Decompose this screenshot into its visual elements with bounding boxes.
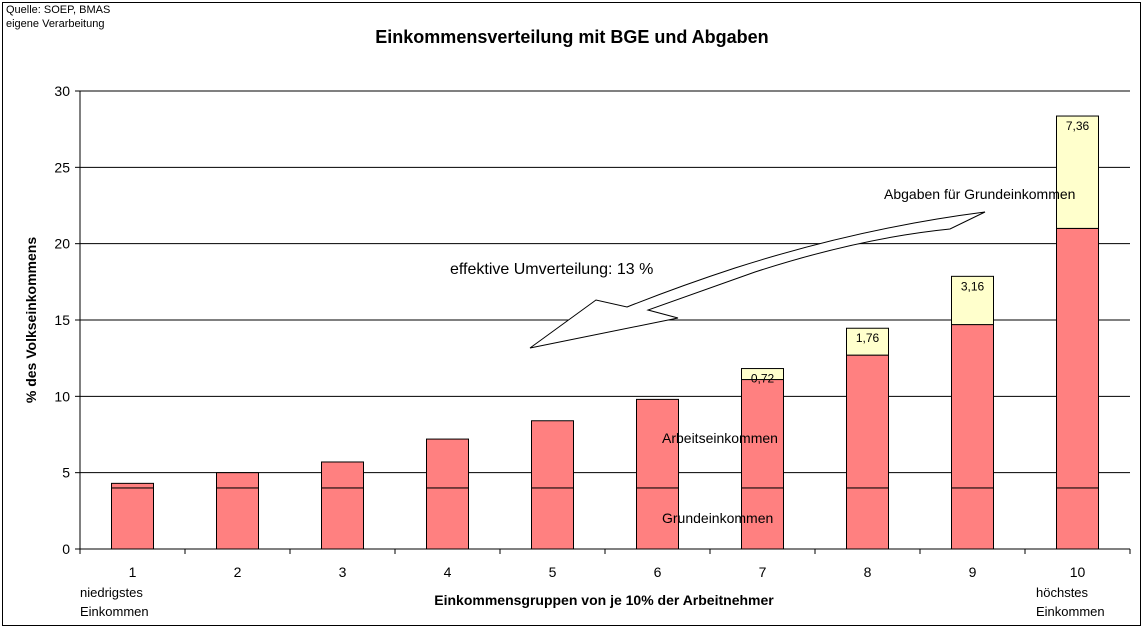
bar-grundeinkommen [531,487,574,550]
annotation-tax-label: Abgaben für Grundeinkommen [884,186,1075,202]
bar-arbeitseinkommen [111,482,154,489]
bar-arbeitseinkommen [426,438,469,489]
redistribution-arrow [529,211,986,349]
y-tick-label: 20 [54,236,70,252]
y-tick-label: 10 [54,388,70,404]
bar-arbeitseinkommen [216,472,259,489]
data-label: 1,76 [856,331,880,345]
bar-arbeitseinkommen [951,324,994,489]
x-tick-label: 3 [339,564,347,580]
source-note-line-1: Quelle: SOEP, BMAS [6,4,111,16]
x-tick-label: 1 [129,564,137,580]
annotation-redistribution: effektive Umverteilung: 13 % [450,261,653,278]
x-axis-label: Einkommensgruppen von je 10% der Arbeitn… [434,592,774,608]
annotation-basic-label: Grundeinkommen [662,510,773,526]
x-tick-label: 5 [549,564,557,580]
x-tick-label: 7 [759,564,767,580]
bar-arbeitseinkommen [846,354,889,489]
bar-arbeitseinkommen [531,420,574,489]
bar-grundeinkommen [111,487,154,550]
x-tick-label: 10 [1070,564,1086,580]
source-note-line-2: eigene Verarbeitung [6,18,105,30]
y-tick-label: 0 [62,541,70,557]
x-tick-label: 6 [654,564,662,580]
bar-abgaben [1056,115,1099,229]
y-tick-label: 25 [54,159,70,175]
x-tick-label: 9 [969,564,977,580]
bar-grundeinkommen [741,487,784,550]
bar-arbeitseinkommen [1056,227,1099,489]
annotation-work-label: Arbeitseinkommen [662,430,778,446]
bar-grundeinkommen [636,487,679,550]
bar-grundeinkommen [1056,487,1099,550]
bar-grundeinkommen [951,487,994,550]
bar-grundeinkommen [426,487,469,550]
bar-abgaben [741,368,784,381]
x-tick-label: 2 [234,564,242,580]
y-tick-label: 15 [54,312,70,328]
data-label: 7,36 [1066,119,1090,133]
x-sublabel-first-1: niedrigstes [80,585,143,600]
y-tick-label: 5 [62,465,70,481]
chart-title: Einkommensverteilung mit BGE und Abgaben [375,27,768,47]
bar-arbeitseinkommen [636,398,679,489]
y-tick-label: 30 [54,83,70,99]
bar-grundeinkommen [216,487,259,550]
x-sublabel-first-2: Einkommen [80,604,149,619]
bar-abgaben [846,327,889,356]
bar-grundeinkommen [321,487,364,550]
data-label: 3,16 [961,279,985,293]
x-sublabel-last-2: Einkommen [1036,604,1105,619]
x-sublabel-last-1: höchstes [1036,585,1089,600]
bar-arbeitseinkommen [321,461,364,489]
bar-grundeinkommen [846,487,889,550]
data-label: 0,72 [751,372,775,386]
y-axis-label: % des Volkseinkommens [23,237,39,403]
x-tick-label: 4 [444,564,452,580]
bar-abgaben [951,275,994,326]
x-tick-label: 8 [864,564,872,580]
